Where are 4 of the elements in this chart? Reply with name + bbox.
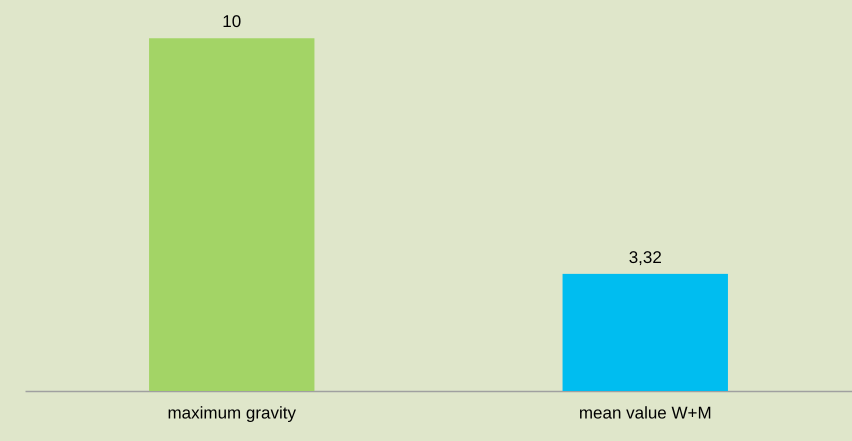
- data-label: 10: [222, 12, 242, 32]
- data-label: 3,32: [628, 248, 662, 267]
- x-tick-label: mean value W+M: [578, 404, 712, 422]
- x-tick-label: maximum gravity: [168, 404, 296, 422]
